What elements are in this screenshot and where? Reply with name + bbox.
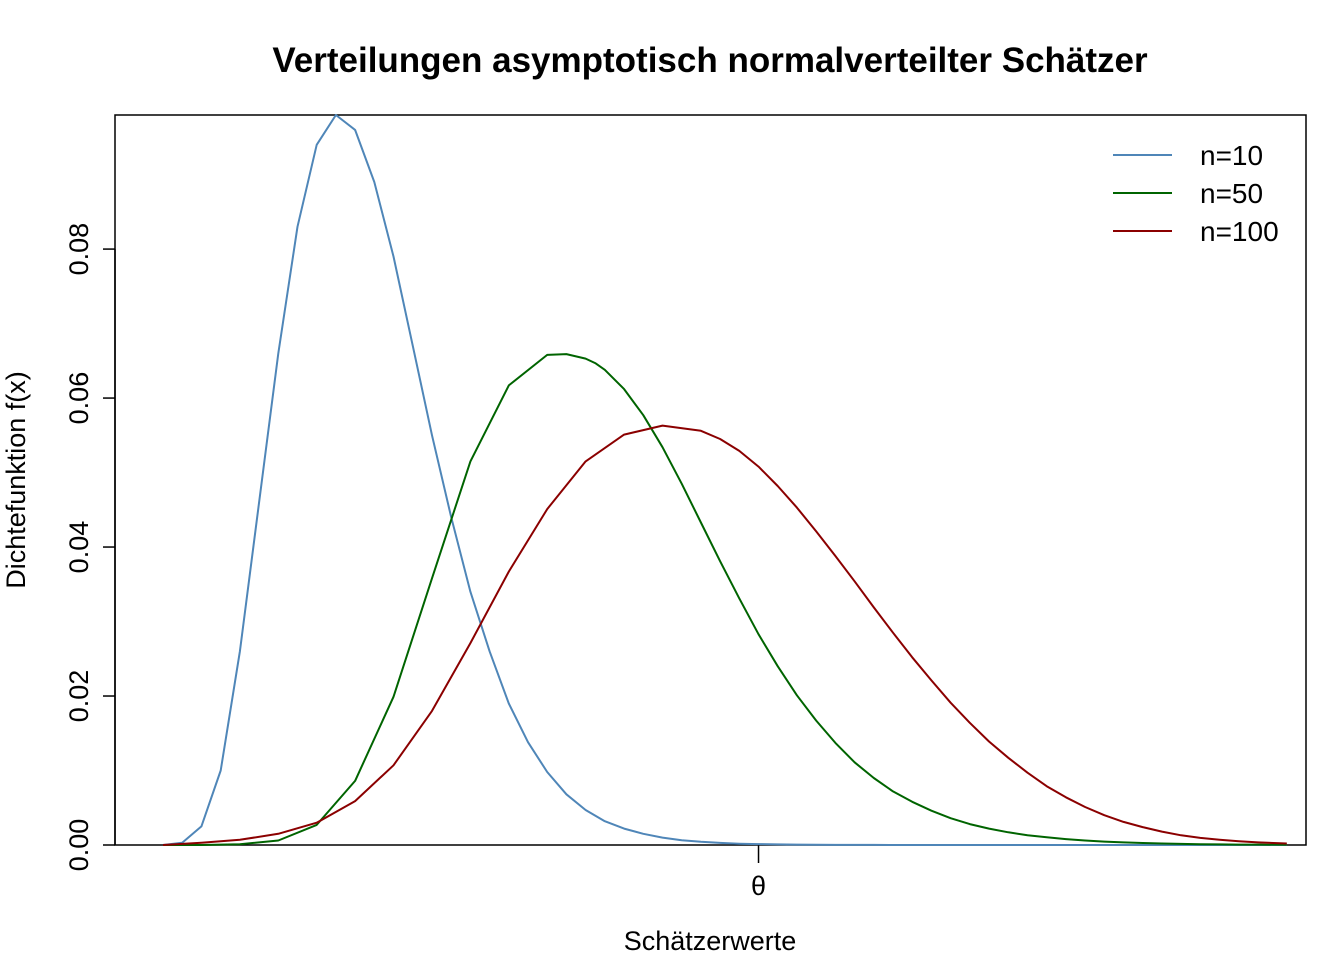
legend-label: n=50 [1200,178,1263,209]
legend-label: n=100 [1200,216,1279,247]
x-axis-label: Schätzerwerte [624,926,797,956]
legend-label: n=10 [1200,140,1263,171]
x-axis: θ [751,845,766,901]
plot-frame [114,114,1307,846]
y-tick-label: 0.06 [64,372,94,425]
legend: n=10 n=50 n=100 [1113,140,1279,247]
y-axis-label: Dichtefunktion f(x) [1,371,31,589]
series-layer [162,114,1287,846]
chart-title: Verteilungen asymptotisch normalverteilt… [272,41,1148,80]
y-tick-label: 0.00 [64,819,94,872]
y-tick-label: 0.04 [64,521,94,574]
series-line-n50 [163,353,1287,846]
x-tick-label: θ [751,871,766,901]
y-tick-label: 0.02 [64,670,94,723]
y-tick-label: 0.08 [64,223,94,276]
y-axis: 0.00 0.02 0.04 0.06 0.08 [64,223,116,872]
series-line-n10 [162,114,1287,846]
series-line-n100 [162,424,1287,846]
